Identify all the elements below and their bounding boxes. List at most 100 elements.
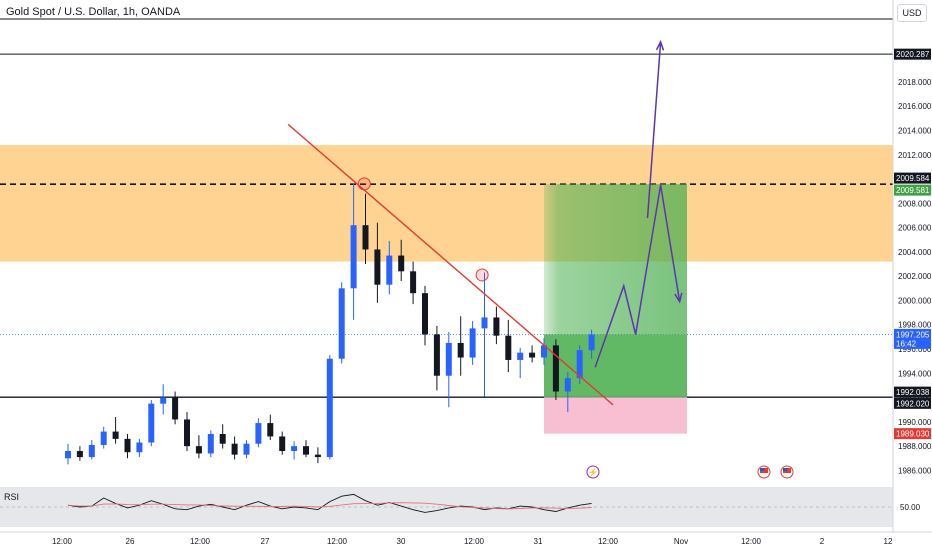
candle-body xyxy=(422,293,428,335)
price-label-text: 1992.038 xyxy=(896,388,930,397)
price-tick-label: 2004.000 xyxy=(898,248,932,257)
candle-body xyxy=(529,352,536,358)
event-lightning-icon xyxy=(586,465,600,479)
candle-body xyxy=(588,334,595,351)
projection-arrowhead-up xyxy=(655,39,665,51)
price-tick-label: 2006.000 xyxy=(898,224,932,233)
candle-body xyxy=(112,431,119,439)
candle-body xyxy=(326,358,333,458)
rsi-label: RSI xyxy=(4,492,20,502)
projection-path xyxy=(594,184,681,368)
trendline-touch-marker xyxy=(357,177,371,191)
time-tick-label: 12:00 xyxy=(464,537,485,546)
time-tick-label: 12:00 xyxy=(190,537,211,546)
candle-body xyxy=(231,443,238,455)
candle-body xyxy=(148,403,155,443)
price-tick-label: 1994.000 xyxy=(898,369,932,378)
countdown-label: 16:42 xyxy=(896,339,917,348)
price-tick-label: 1998.000 xyxy=(898,321,932,330)
trendline-touch-marker xyxy=(475,268,489,282)
time-tick-label: 30 xyxy=(397,537,406,546)
price-tick-label: 1990.000 xyxy=(898,418,932,427)
candle-body xyxy=(195,446,202,454)
flag-canton xyxy=(760,468,764,471)
candle-body xyxy=(481,317,488,329)
candle-body xyxy=(76,451,83,458)
price-label-text: 1992.020 xyxy=(896,399,930,408)
candle-body xyxy=(172,397,179,420)
candle-body xyxy=(433,334,440,376)
price-label-text: 1989.030 xyxy=(896,430,930,439)
candle-body xyxy=(386,255,393,285)
candle-body xyxy=(469,328,476,358)
candle-body xyxy=(219,434,226,444)
time-tick-label: 12 xyxy=(884,537,893,546)
candle-body xyxy=(291,446,298,452)
price-axis xyxy=(893,0,932,550)
candle-body xyxy=(362,225,369,250)
candle-body xyxy=(267,423,274,437)
candle-body xyxy=(541,345,547,358)
lightning-glyph: ⚡ xyxy=(588,467,598,477)
time-tick-label: 31 xyxy=(534,537,543,546)
time-tick-label: 26 xyxy=(126,537,135,546)
time-tick-label: 2 xyxy=(820,537,825,546)
candle-body xyxy=(564,378,571,392)
candle-body xyxy=(255,423,262,444)
candle-body xyxy=(374,249,381,285)
time-tick-label: 12:00 xyxy=(741,537,762,546)
candle-body xyxy=(207,434,214,454)
price-label-text: 2020.287 xyxy=(896,50,930,59)
price-tick-label: 2014.000 xyxy=(898,126,932,135)
price-label-text: 1997.205 xyxy=(896,330,930,339)
flag-canton xyxy=(783,468,787,471)
stop-zone xyxy=(544,397,687,434)
price-label-text: 2009.584 xyxy=(896,174,930,183)
projection-arrowhead xyxy=(674,292,683,304)
price-label xyxy=(894,184,931,196)
price-tick-label: 1986.000 xyxy=(898,466,932,475)
price-tick-label: 1996.000 xyxy=(898,345,932,354)
candle-body xyxy=(184,419,190,447)
candle-body xyxy=(552,345,559,392)
price-tick-label: 2000.000 xyxy=(898,296,932,305)
rsi-ma-line xyxy=(67,502,592,510)
candle-body xyxy=(100,431,107,445)
candle-body xyxy=(136,442,143,453)
price-tick-label: 2012.000 xyxy=(898,151,932,160)
price-label xyxy=(894,428,931,440)
time-tick-label: 27 xyxy=(261,537,270,546)
candle-body xyxy=(410,271,417,294)
candle-body xyxy=(350,225,357,289)
candle-body xyxy=(314,454,321,458)
candle-body xyxy=(398,255,405,272)
price-tick-label: 2002.000 xyxy=(898,272,932,281)
candle-body xyxy=(338,288,345,359)
price-label xyxy=(894,172,931,184)
candle-body xyxy=(124,438,131,453)
price-tick-label: 2008.000 xyxy=(898,199,932,208)
candle-body xyxy=(88,444,95,458)
candle-body xyxy=(457,342,464,358)
projection-path-up xyxy=(646,41,662,218)
chart-title: Gold Spot / U.S. Dollar, 1h, OANDA xyxy=(6,6,181,18)
candle-body xyxy=(505,335,512,360)
price-label xyxy=(894,328,931,349)
trendline xyxy=(287,123,614,406)
price-label-text: 2009.581 xyxy=(896,186,930,195)
time-tick-label: Nov xyxy=(674,537,688,546)
price-tick-label: 2018.000 xyxy=(898,78,932,87)
currency-button[interactable]: USD xyxy=(897,4,927,22)
candle-body xyxy=(243,443,250,455)
candle-body xyxy=(160,397,167,404)
candle-body xyxy=(303,446,309,455)
candle-body xyxy=(445,342,452,376)
price-label xyxy=(894,48,931,60)
rsi-tick-label: 50.00 xyxy=(900,503,921,512)
price-label xyxy=(894,386,931,398)
target-zone xyxy=(544,184,687,335)
candle-body xyxy=(517,352,524,360)
price-tick-label: 2016.000 xyxy=(898,102,932,111)
time-tick-label: 12:00 xyxy=(52,537,73,546)
